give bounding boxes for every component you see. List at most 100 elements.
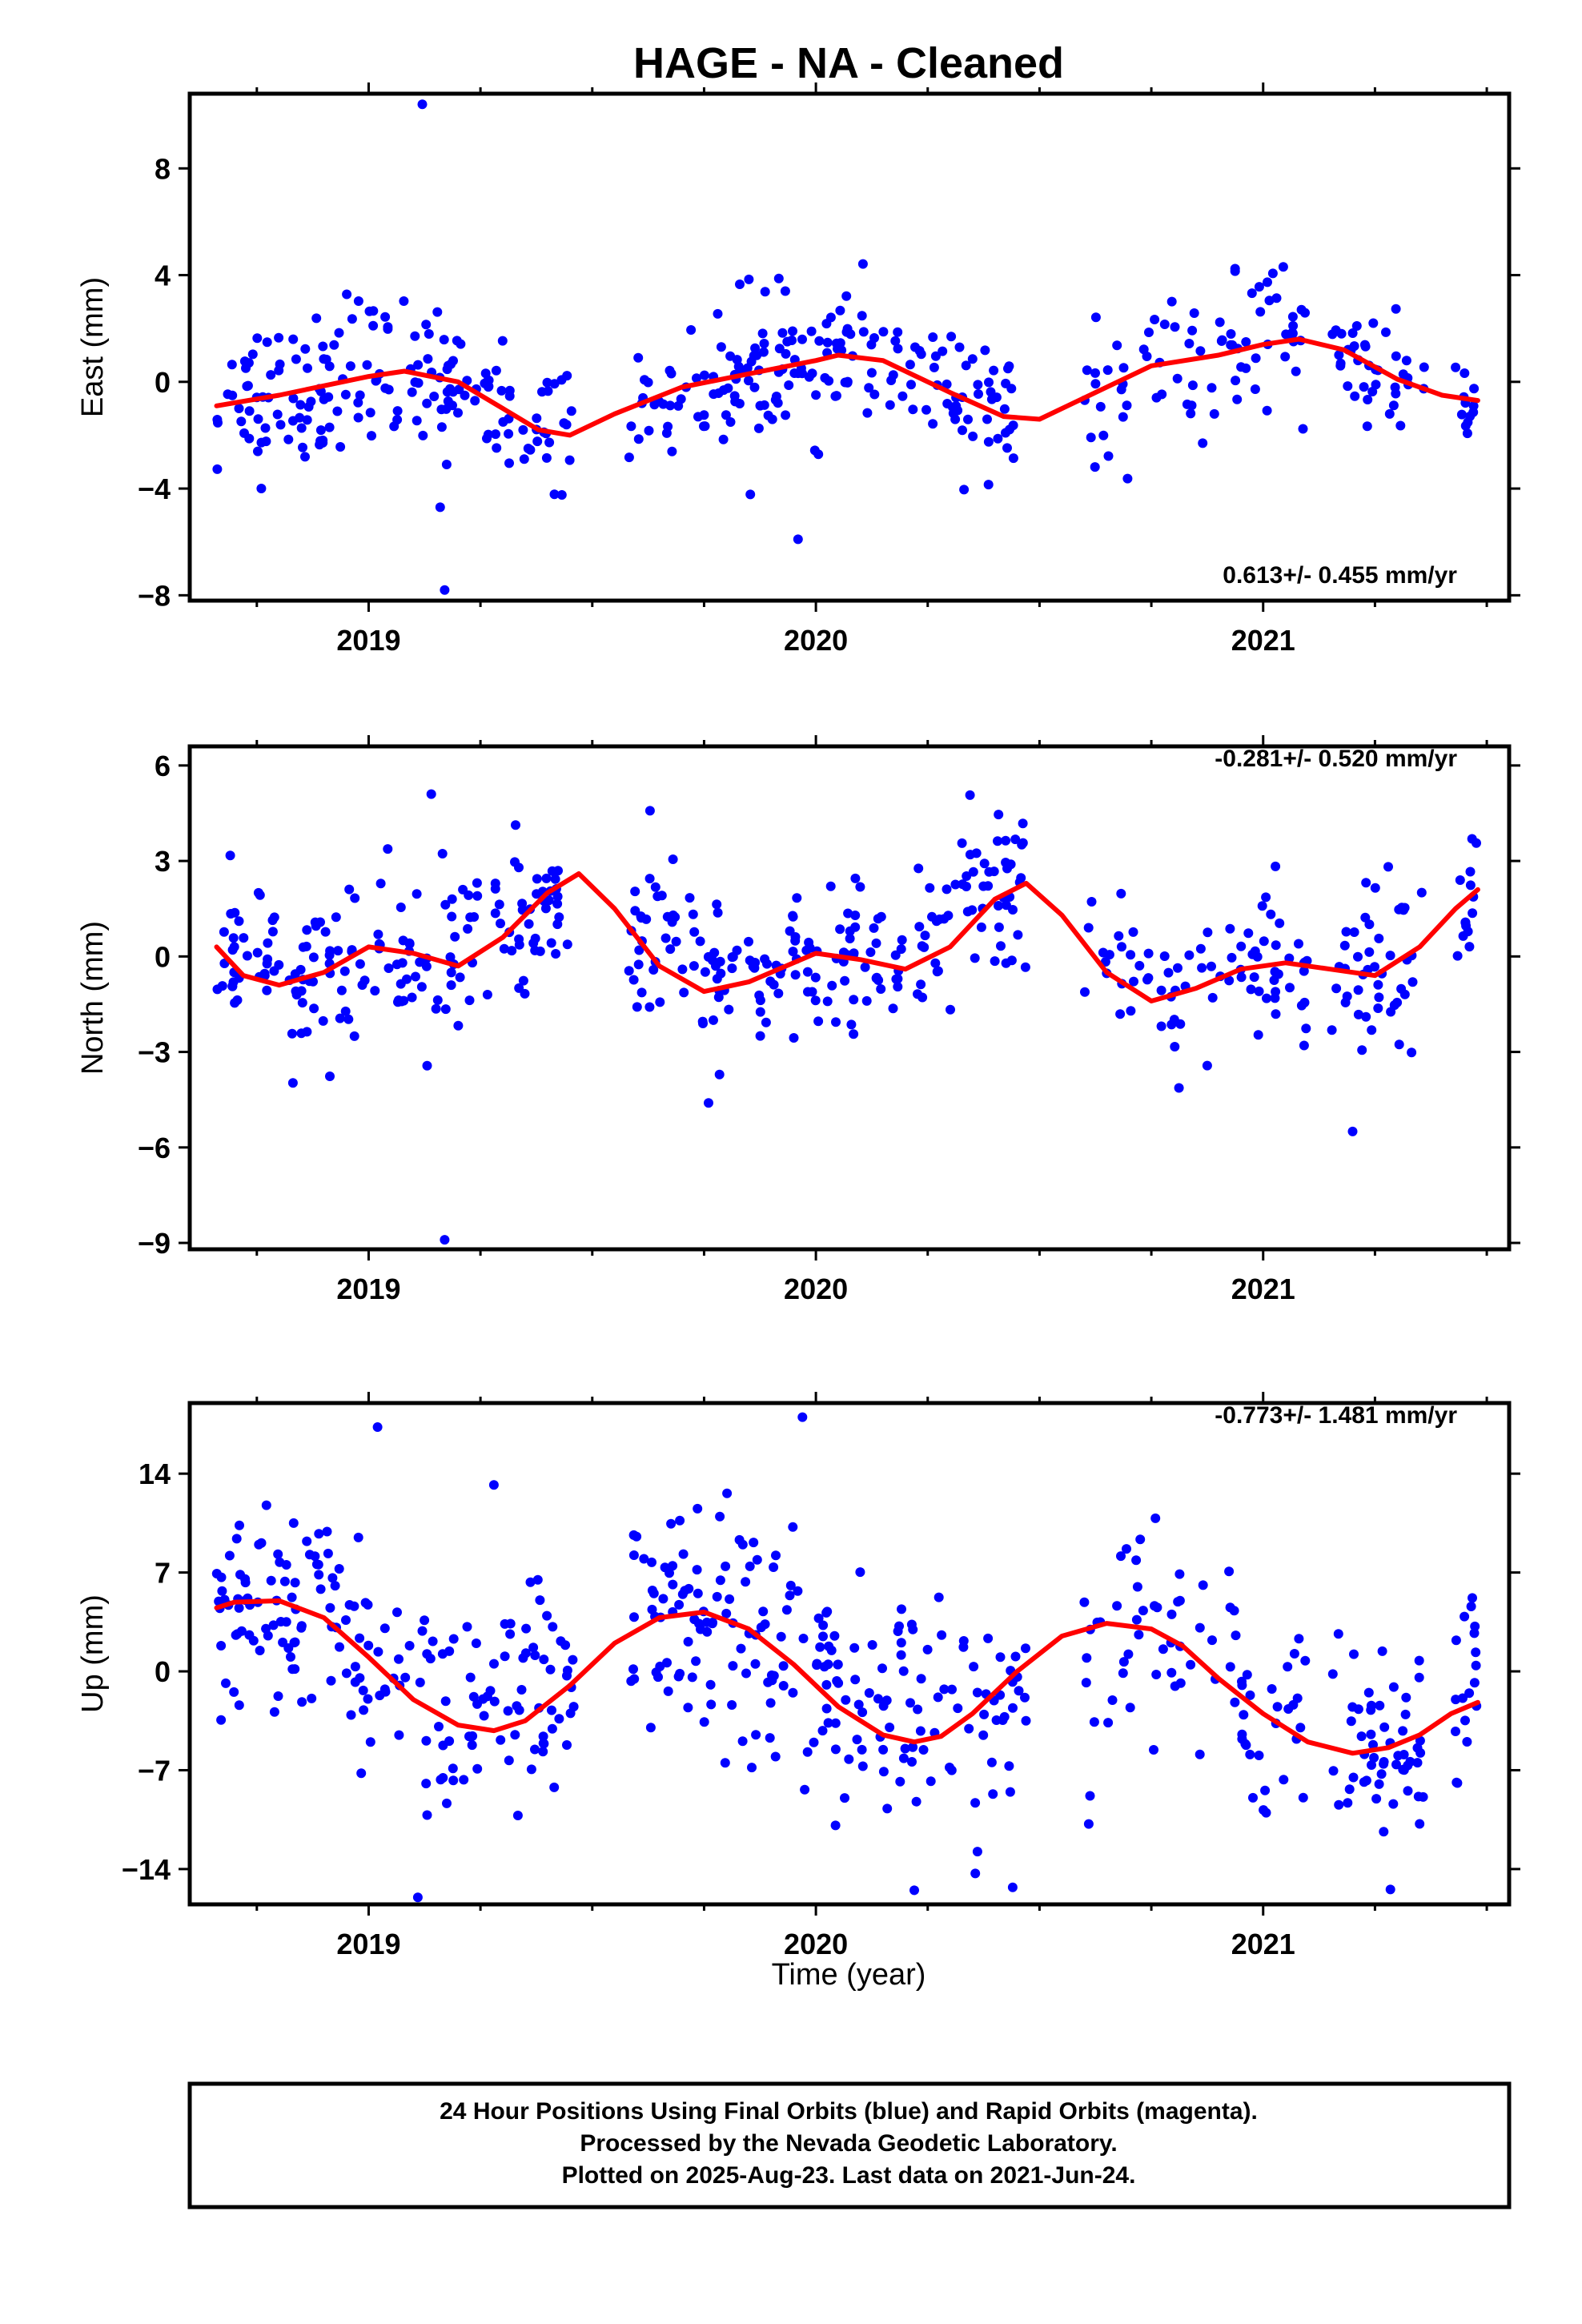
data-point: [683, 1637, 693, 1647]
data-point: [1128, 927, 1138, 937]
data-point: [1102, 365, 1113, 376]
data-point: [1231, 1630, 1241, 1641]
data-point: [841, 1695, 851, 1705]
data-point: [626, 1676, 636, 1687]
data-point: [862, 408, 873, 418]
x-tick-label: 2019: [336, 1273, 400, 1305]
data-point: [893, 982, 903, 992]
data-point: [482, 433, 492, 444]
data-point: [913, 863, 924, 874]
data-point: [629, 1612, 639, 1622]
data-point: [1207, 992, 1218, 1003]
data-point: [308, 952, 319, 963]
data-point: [917, 992, 928, 1003]
data-points: [211, 1412, 1482, 1903]
data-point: [813, 1613, 824, 1623]
data-point: [716, 342, 726, 352]
data-point: [1288, 320, 1299, 331]
data-point: [1469, 1678, 1480, 1688]
y-tick-label: 14: [139, 1458, 171, 1490]
data-point: [383, 324, 393, 334]
data-point: [1175, 1019, 1186, 1029]
data-point: [1013, 930, 1023, 940]
data-point: [749, 351, 759, 361]
data-point: [1262, 993, 1271, 1003]
data-point: [247, 349, 258, 360]
data-point: [789, 368, 800, 378]
data-point: [751, 1730, 761, 1740]
data-point: [547, 1723, 557, 1734]
data-point: [965, 850, 975, 860]
data-point: [542, 377, 552, 388]
data-point: [295, 964, 306, 975]
data-point: [715, 1511, 725, 1522]
data-point: [1353, 1009, 1363, 1019]
data-point: [394, 1654, 404, 1664]
data-point: [718, 434, 729, 444]
data-point: [453, 1020, 464, 1031]
data-point: [829, 1630, 840, 1641]
data-point: [1272, 1702, 1283, 1712]
data-point: [309, 1003, 319, 1014]
data-point: [239, 428, 249, 438]
data-point: [628, 975, 639, 985]
data-point: [422, 1060, 432, 1071]
data-point: [830, 1744, 841, 1755]
data-point: [568, 1655, 578, 1665]
data-point: [350, 1662, 360, 1672]
plot-frame: [187, 1401, 1512, 1907]
data-point: [447, 911, 457, 922]
data-point: [809, 1737, 819, 1747]
data-point: [484, 382, 493, 392]
data-point: [788, 1522, 798, 1532]
data-point: [318, 341, 328, 352]
data-point: [275, 1557, 285, 1567]
data-point: [518, 975, 528, 986]
data-point: [319, 354, 329, 364]
data-point: [1014, 1686, 1024, 1696]
data-point: [391, 959, 402, 970]
data-point: [1271, 861, 1281, 871]
data-point: [755, 1031, 765, 1041]
data-point: [1082, 365, 1092, 376]
outlier-point: [1347, 1126, 1358, 1136]
data-point: [1283, 1662, 1293, 1672]
y-tick-label: −4: [138, 472, 171, 505]
data-point: [1363, 395, 1373, 404]
data-point: [1001, 378, 1011, 388]
data-point: [472, 878, 482, 888]
data-point: [365, 408, 375, 418]
data-point: [1203, 927, 1213, 938]
data-point: [1239, 1710, 1249, 1720]
data-point: [375, 1691, 385, 1701]
data-point: [350, 1677, 360, 1687]
data-point: [1353, 985, 1363, 995]
data-point: [1347, 1702, 1358, 1712]
data-point: [1243, 928, 1254, 939]
data-point: [1151, 1670, 1162, 1679]
data-point: [363, 1640, 374, 1651]
data-point: [339, 966, 350, 976]
data-point: [968, 866, 978, 877]
data-point: [1327, 1669, 1338, 1679]
data-point: [383, 963, 394, 973]
data-point: [538, 1731, 548, 1742]
data-point: [849, 995, 859, 1005]
data-point: [1394, 1039, 1404, 1050]
data-point: [452, 336, 462, 346]
data-point: [510, 1730, 520, 1740]
data-point: [958, 1642, 969, 1652]
data-point: [500, 1618, 510, 1629]
data-point: [1209, 408, 1219, 419]
data-point: [931, 916, 942, 927]
data-point: [1301, 1023, 1311, 1034]
data-point: [1451, 1727, 1460, 1736]
data-point: [1296, 1000, 1307, 1011]
data-point: [550, 874, 560, 884]
data-point: [524, 919, 534, 929]
x-tick-label: 2020: [784, 624, 848, 657]
data-point: [1086, 897, 1097, 907]
data-point: [928, 419, 938, 429]
data-point: [873, 914, 883, 924]
data-point: [790, 970, 801, 980]
